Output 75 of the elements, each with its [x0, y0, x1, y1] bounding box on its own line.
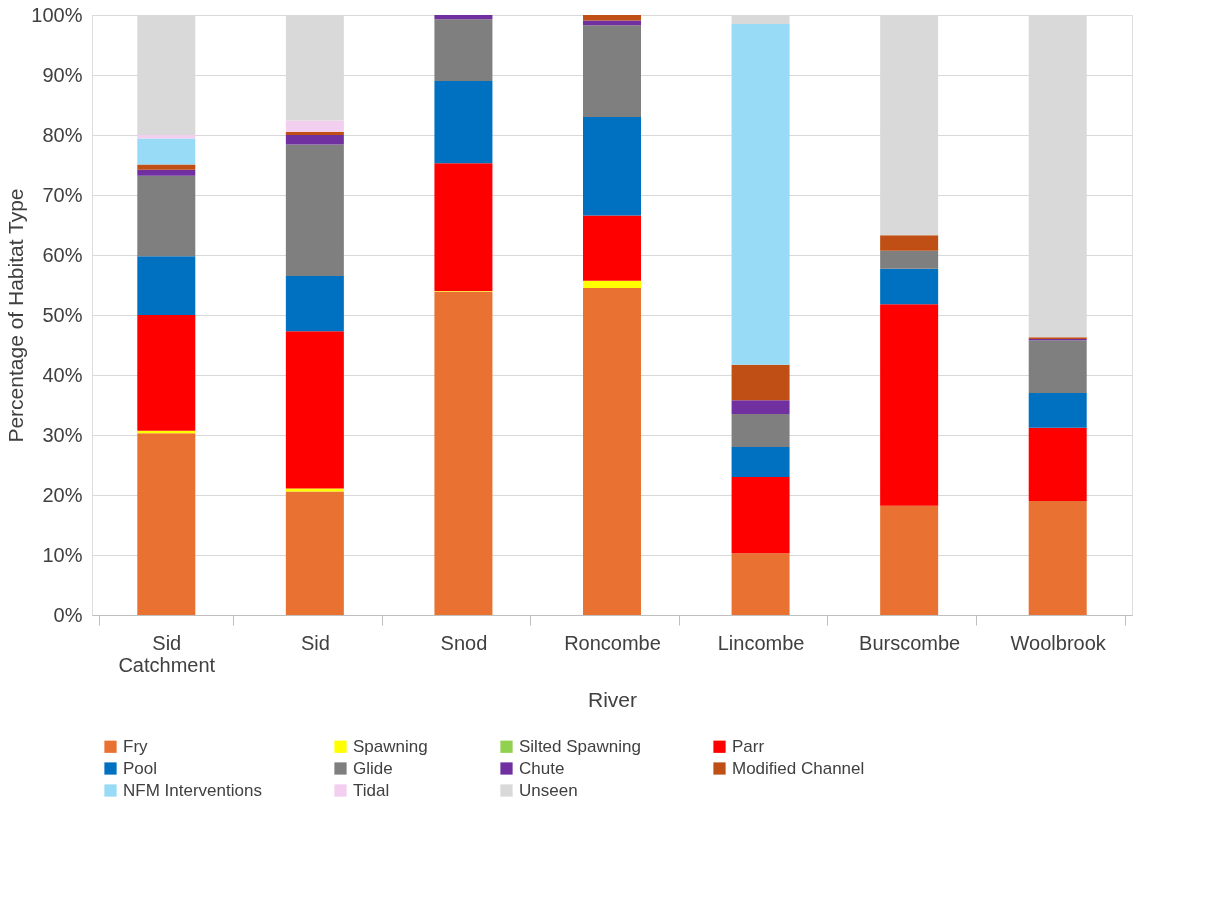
- legend-label: Glide: [353, 758, 393, 778]
- legend-label: Fry: [123, 736, 149, 756]
- x-tick-label: Roncombe: [564, 631, 661, 654]
- bar: [1028, 340, 1087, 393]
- y-tick-label: 100%: [31, 3, 83, 26]
- bar: [137, 135, 196, 139]
- y-tick-label: 70%: [42, 183, 83, 206]
- legend-label: Tidal: [353, 780, 390, 800]
- y-tick-label: 50%: [42, 303, 83, 326]
- x-tick-label: Snod: [440, 631, 488, 654]
- bar: [434, 163, 493, 291]
- bar: [731, 400, 790, 414]
- bar: [731, 477, 790, 554]
- bar: [583, 280, 641, 288]
- bar: [583, 25, 641, 117]
- legend-label: Silted Spawning: [519, 736, 641, 756]
- y-tick-label: 20%: [42, 483, 83, 506]
- bar: [137, 315, 196, 431]
- y-tick-label: 0%: [53, 603, 83, 626]
- y-tick-label: 90%: [42, 63, 83, 86]
- bar: [285, 276, 344, 332]
- bar: [434, 15, 493, 20]
- y-axis-title: Percentage of Habitat Type: [4, 188, 28, 443]
- bar: [880, 268, 939, 305]
- bar: [285, 331, 344, 489]
- bar: [285, 132, 344, 135]
- bar: [434, 291, 493, 615]
- bar: [285, 135, 344, 145]
- bar: [880, 304, 939, 506]
- bar: [285, 144, 344, 276]
- x-tick-label: Woolbrook: [1010, 631, 1107, 654]
- bar: [583, 15, 641, 21]
- y-tick-label: 30%: [42, 423, 83, 446]
- bar: [731, 553, 790, 615]
- bar: [731, 414, 790, 447]
- bar: [731, 447, 790, 477]
- bar: [583, 288, 641, 615]
- bar: [880, 235, 939, 251]
- x-tick-label: Sid: [300, 631, 330, 654]
- legend-label: Modified Channel: [732, 758, 865, 778]
- bar: [137, 169, 196, 176]
- bar: [583, 215, 641, 281]
- bar: [1028, 427, 1087, 501]
- bar: [731, 364, 790, 401]
- bar: [285, 488, 344, 492]
- bar: [137, 138, 196, 165]
- bar: [137, 175, 196, 257]
- legend-label: Parr: [732, 736, 765, 756]
- y-tick-label: 10%: [42, 543, 83, 566]
- bar: [434, 81, 493, 164]
- bar: [137, 256, 196, 315]
- x-tick-label: Burscombe: [859, 631, 961, 654]
- bar: [1028, 501, 1087, 615]
- y-tick-label: 40%: [42, 363, 83, 386]
- bar: [880, 250, 939, 269]
- bar: [731, 24, 790, 365]
- bar: [285, 491, 344, 615]
- bar: [1028, 393, 1087, 428]
- y-tick-label: 60%: [42, 243, 83, 266]
- bar: [583, 117, 641, 216]
- legend-label: Pool: [123, 758, 158, 778]
- bar: [137, 433, 196, 615]
- bar: [583, 20, 641, 26]
- y-tick-label: 80%: [42, 123, 83, 146]
- legend-label: Chute: [519, 758, 565, 778]
- legend-label: Spawning: [353, 736, 428, 756]
- legend-label: NFM Interventions: [123, 780, 262, 800]
- bar: [137, 164, 196, 170]
- x-tick-label: Sid Catchment: [118, 631, 216, 676]
- legend-label: Unseen: [519, 780, 578, 800]
- x-tick-label: Lincombe: [717, 631, 805, 654]
- bar: [285, 120, 344, 132]
- bar: [880, 505, 939, 615]
- bar: [434, 19, 493, 81]
- x-axis-title: River: [587, 687, 638, 711]
